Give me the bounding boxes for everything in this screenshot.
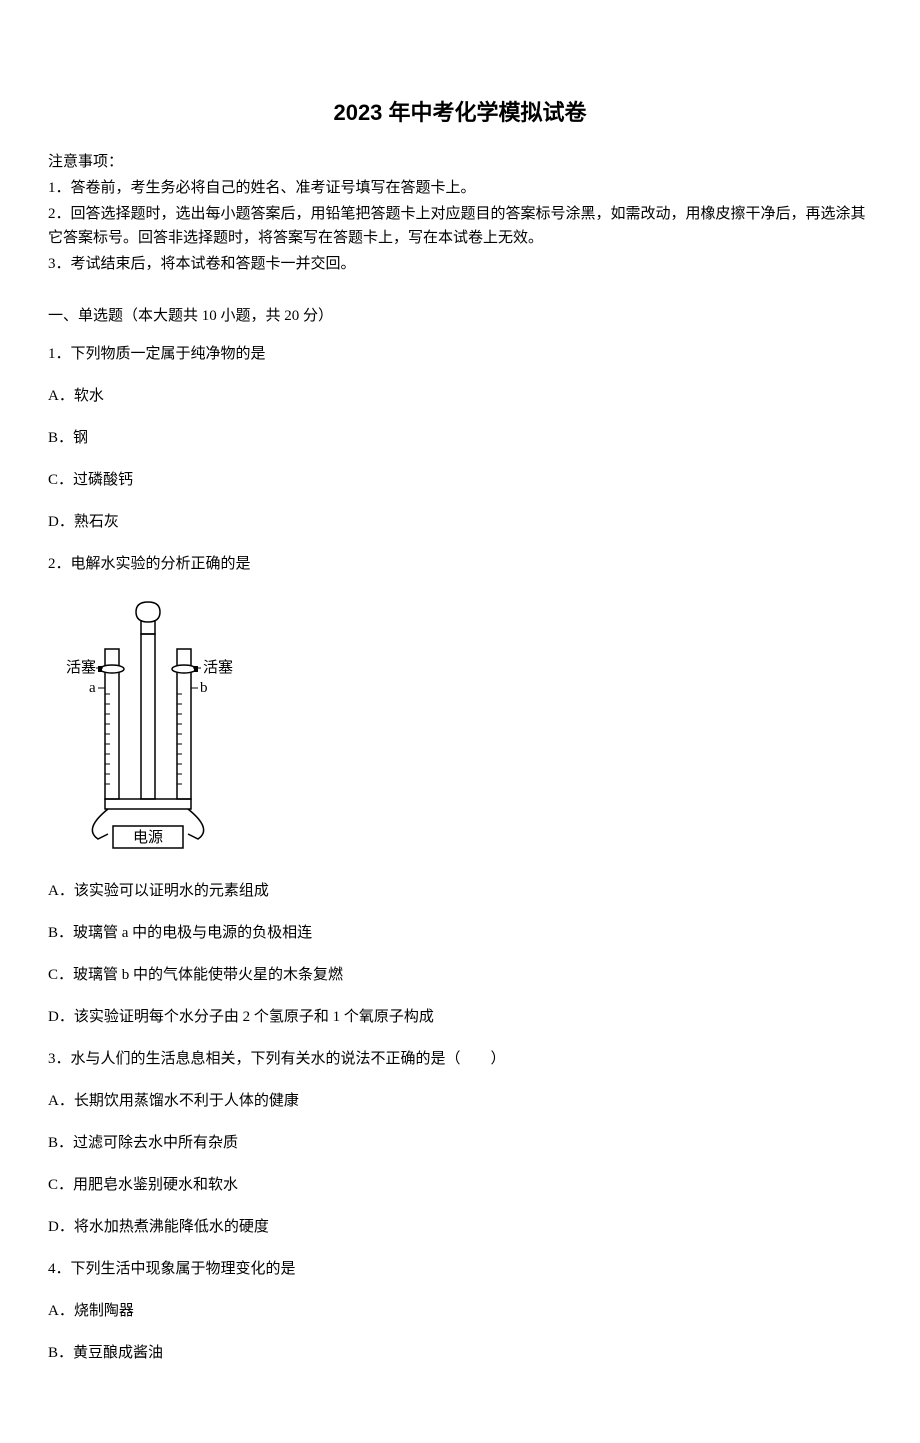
notice-header: 注意事项： [48,150,872,174]
q2-stem: 2．电解水实验的分析正确的是 [48,552,872,576]
label-a: a [89,680,96,696]
notice-item-1: 1．答卷前，考生务必将自己的姓名、准考证号填写在答题卡上。 [48,176,872,200]
q2-c-text: C．玻璃管 b 中的气体能使带火星的木条复燃 [48,967,343,983]
q4-option-a: A．烧制陶器 [48,1299,872,1323]
q2-b-text: B．玻璃管 a 中的电极与电源的负极相连 [48,925,312,941]
q3-option-a: A．长期饮用蒸馏水不利于人体的健康 [48,1089,872,1113]
power-label: 电源 [133,829,163,846]
q3-option-b: B．过滤可除去水中所有杂质 [48,1131,872,1155]
exam-title: 2023 年中考化学模拟试卷 [48,95,872,130]
notice-item-3: 3．考试结束后，将本试卷和答题卡一并交回。 [48,252,872,276]
q4-b-text: B．黄豆酿成酱油 [48,1345,163,1361]
q2-a-text: A．该实验可以证明水的元素组成 [48,883,269,899]
label-b: b [200,680,208,696]
section-header: 一、单选题（本大题共 10 小题，共 20 分） [48,304,872,328]
q4-option-b: B．黄豆酿成酱油 [48,1341,872,1365]
q1-option-c: C．过磷酸钙 [48,468,872,492]
electrolysis-diagram: 活塞 活塞 a b 电源 [48,594,872,859]
q1-option-b: B．钢 [48,426,872,450]
q1-stem: 1．下列物质一定属于纯净物的是 [48,342,872,366]
plug-label-right: 活塞 [203,658,233,676]
q1-option-d: D．熟石灰 [48,510,872,534]
q1-b-text: B．钢 [48,430,88,446]
q3-b-text: B．过滤可除去水中所有杂质 [48,1135,238,1151]
q1-a-text: A．软水 [48,388,104,404]
q3-d-text: D．将水加热煮沸能降低水的硬度 [48,1219,269,1235]
q4-stem: 4．下列生活中现象属于物理变化的是 [48,1257,872,1281]
q2-option-a: A．该实验可以证明水的元素组成 [48,879,872,903]
notice-item-2: 2．回答选择题时，选出每小题答案后，用铅笔把答题卡上对应题目的答案标号涂黑，如需… [48,202,872,250]
q3-a-text: A．长期饮用蒸馏水不利于人体的健康 [48,1093,299,1109]
q1-option-a: A．软水 [48,384,872,408]
q2-option-d: D．该实验证明每个水分子由 2 个氢原子和 1 个氧原子构成 [48,1005,872,1029]
q2-d-text: D．该实验证明每个水分子由 2 个氢原子和 1 个氧原子构成 [48,1009,434,1025]
q4-a-text: A．烧制陶器 [48,1303,134,1319]
q1-c-text: C．过磷酸钙 [48,472,133,488]
plug-label-left: 活塞 [66,658,96,676]
q3-option-d: D．将水加热煮沸能降低水的硬度 [48,1215,872,1239]
q3-option-c: C．用肥皂水鉴别硬水和软水 [48,1173,872,1197]
q1-d-text: D．熟石灰 [48,514,119,530]
q2-option-c: C．玻璃管 b 中的气体能使带火星的木条复燃 [48,963,872,987]
q2-option-b: B．玻璃管 a 中的电极与电源的负极相连 [48,921,872,945]
q3-c-text: C．用肥皂水鉴别硬水和软水 [48,1177,238,1193]
q3-stem: 3．水与人们的生活息息相关，下列有关水的说法不正确的是（ ） [48,1047,872,1071]
